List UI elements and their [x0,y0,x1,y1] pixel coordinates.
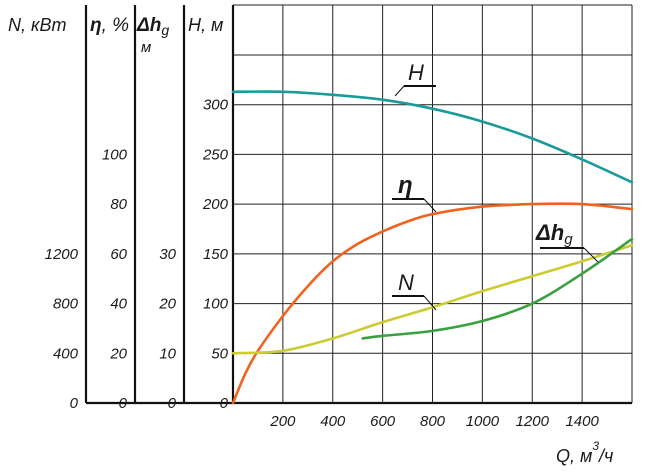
dh-axis-subscript: g [161,22,169,38]
x-tick-label: 600 [370,413,396,430]
dh-tick-label: 20 [158,296,176,313]
series-eta-line [231,202,634,405]
label-n-leader [423,295,437,311]
dh-tick-label: 30 [159,246,176,263]
dh-tick-label: 10 [159,345,176,362]
x-tick-label: 1400 [565,413,599,430]
x-tick-label: 1000 [466,413,500,430]
dh-tick-label: 0 [168,395,177,412]
x-tick-label: 800 [420,413,446,430]
eta-tick-label: 20 [109,345,127,362]
n-axis-title: N, кВт [8,15,67,35]
H-tick-label: 50 [211,345,228,362]
x-tick-label: 200 [269,413,296,430]
eta-tick-label: 60 [110,246,127,263]
series-N-line [231,243,634,355]
tick-labels: 0400800120002040608010001020300501001502… [45,97,600,430]
label-dh-subscript: g [564,231,573,248]
h-axis-title: H, м [188,15,223,35]
data-series [231,90,634,405]
x-axis-superscript: 3 [592,439,599,453]
label-h: H [394,60,436,97]
eta-tick-label: 100 [102,146,128,163]
H-tick-label: 200 [202,196,229,213]
label-n: N [392,270,437,311]
eta-axis-unit: , % [102,15,130,36]
series-dh-line [361,237,634,340]
series-H-line [231,90,634,184]
label-dh-symbol: Δh [535,220,564,245]
label-dh: Δhg [535,220,599,263]
x-tick-label: 1200 [516,413,550,430]
N-tick-label: 400 [53,345,79,362]
eta-tick-label: 80 [110,196,127,213]
x-axis-label: Q, м [556,446,592,466]
label-dh-leader [583,247,599,263]
dh-axis-symbol: Δh [136,15,161,36]
x-axis-label-tail: /ч [597,446,613,466]
H-tick-label: 250 [202,146,229,163]
label-eta-leader [423,198,437,213]
H-tick-label: 150 [203,246,229,263]
N-tick-label: 1200 [45,246,79,263]
eta-axis-title: η, % [90,15,129,36]
eta-tick-label: 0 [119,395,128,412]
label-h-text: H [408,60,424,85]
label-eta-text: η [398,172,413,199]
eta-axis-symbol: η [90,15,102,36]
N-tick-label: 0 [70,395,79,412]
label-dh-text: Δhg [535,220,573,248]
label-h-leader [394,85,405,97]
x-tick-label: 400 [320,413,346,430]
label-n-text: N [398,270,414,295]
eta-tick-label: 40 [110,296,127,313]
N-tick-label: 800 [53,296,79,313]
H-tick-label: 300 [203,97,229,114]
axis-lines [84,5,632,405]
x-axis-title: Q, м3/ч [556,439,613,466]
dh-axis-unit: м [141,39,151,56]
dh-axis-title: Δhg [136,15,169,38]
H-tick-label: 100 [203,296,229,313]
label-eta: η [392,172,437,213]
H-tick-label: 0 [220,395,229,412]
